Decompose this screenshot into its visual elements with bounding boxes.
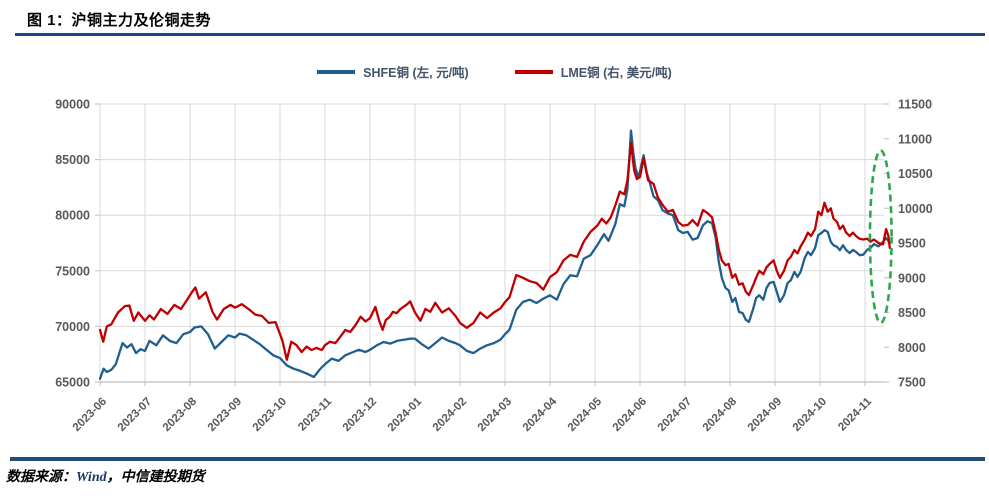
x-axis-tick-label: 2024-05 [566,395,605,434]
x-axis-tick-label: 2024-02 [431,396,469,434]
right-axis-tick-label: 10000 [898,202,933,216]
x-axis-tick-label: 2023-08 [161,395,200,434]
right-axis-tick-label: 11000 [898,132,932,146]
left-axis-tick-label: 75000 [55,264,90,278]
legend-swatch-shfe-line [317,69,356,74]
chart-legend: SHFE铜 (左, 元/吨) LME铜 (右, 美元/吨) [0,62,989,81]
data-source-prefix: 数据来源： [6,470,76,485]
right-axis-tick-label: 7500 [898,376,926,390]
shfe-copper-line [98,129,891,380]
figure-title: 图 1：沪铜主力及伦铜走势 [27,12,212,29]
x-axis-tick-label: 2023-06 [71,396,109,434]
data-source-wind: Wind [76,470,107,485]
right-axis-tick-label: 10500 [898,167,933,181]
legend-item-shfe: SHFE铜 (左, 元/吨) [317,62,469,81]
x-axis-tick-label: 2023-09 [206,396,244,434]
x-axis-tick-label: 2023-12 [341,396,379,434]
x-axis-tick-label: 2024-04 [521,395,560,434]
legend-item-lme: LME铜 (右, 美元/吨) [514,62,672,81]
x-axis-tick-label: 2024-01 [386,395,425,434]
x-axis-tick-label: 2024-06 [611,396,649,434]
x-axis-tick-label: 2023-10 [251,396,289,434]
right-axis-tick-label: 9500 [898,237,926,251]
x-axis-tick-label: 2024-09 [746,396,784,434]
right-axis-tick-label: 11500 [898,98,932,112]
gridlines [99,103,884,383]
data-source-line: 数据来源：Wind，中信建投期货 [6,466,205,486]
left-axis-tick-label: 85000 [55,153,90,167]
x-axis-tick-label: 2023-07 [116,396,154,434]
legend-label-shfe: SHFE铜 (左, 元/吨) [363,66,469,80]
left-axis-tick-label: 80000 [55,209,90,223]
legend-swatch-lme-line [514,69,553,74]
title-underline-rule [15,33,985,36]
right-axis-tick-label: 8500 [898,306,926,320]
copper-price-dual-axis-line-chart: 90000 85000 80000 75000 70000 65000 11500 11000… [55,98,933,434]
lme-copper-line [98,141,891,361]
x-axis-tick-label: 2024-11 [836,395,874,433]
right-axis-tick-label: 8000 [898,341,926,355]
left-axis-tick-label: 65000 [55,376,90,390]
x-axis-tick-label: 2023-11 [296,395,334,433]
x-axis-tick-label: 2024-03 [476,396,514,434]
left-axis-tick-label: 90000 [55,98,90,112]
axis-labels: 90000 85000 80000 75000 70000 65000 11500 11000… [55,98,933,434]
right-axis-tick-label: 9000 [898,271,926,285]
left-axis-tick-label: 70000 [55,320,90,334]
x-axis-tick-label: 2024-07 [656,396,694,434]
x-axis-tick-label: 2024-08 [701,395,740,434]
legend-label-lme: LME铜 (右, 美元/吨) [560,66,672,80]
recent-price-highlight-ellipse [868,149,893,325]
axis-ticks [95,103,889,386]
data-source-suffix: ，中信建投期货 [106,470,205,485]
x-axis-tick-label: 2024-10 [791,396,829,434]
footer-rule [10,457,985,461]
